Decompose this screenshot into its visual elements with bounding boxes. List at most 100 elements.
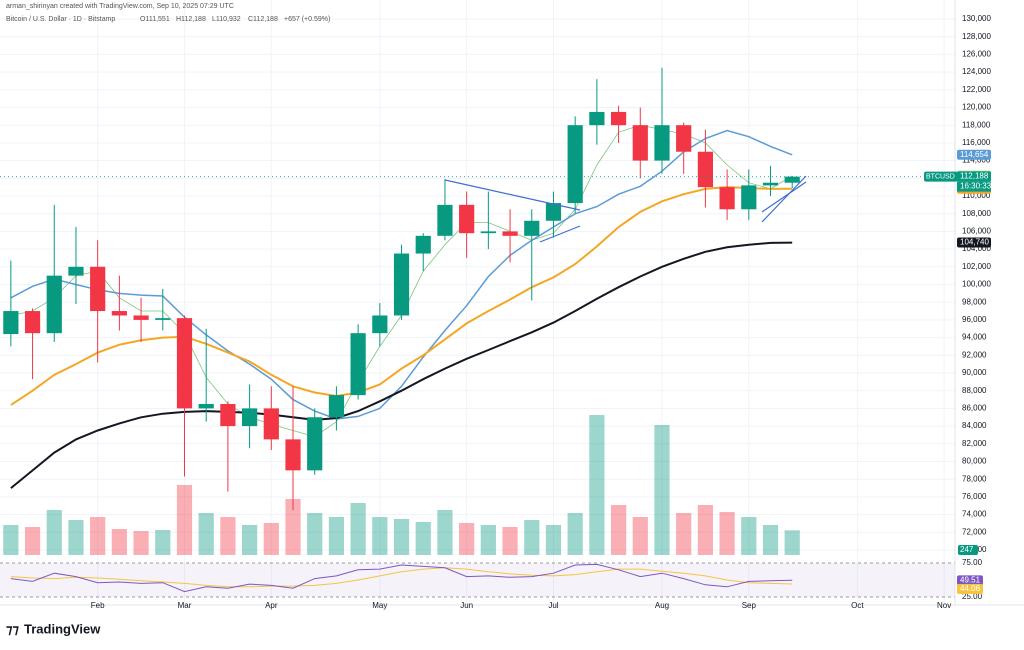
- y-tick-label: 78,000: [962, 474, 987, 483]
- brand-icon: ⁊⁊: [6, 621, 19, 636]
- y-tick-label: 114,000: [962, 156, 991, 165]
- ohlc-value: O111,551: [140, 16, 170, 23]
- y-tick-label: 82,000: [962, 439, 987, 448]
- ohlc-value: +657 (+0.59%): [284, 16, 330, 23]
- candle-body: [589, 111, 605, 126]
- brand: TradingView: [24, 621, 101, 636]
- y-tick-label: 100,000: [962, 280, 991, 289]
- trendline: [761, 181, 807, 213]
- price-tag-label: 112,188: [960, 172, 989, 181]
- y-tick-label: 88,000: [962, 386, 987, 395]
- y-tick-label: 116,000: [962, 138, 991, 147]
- y-tick-label: 106,000: [962, 227, 991, 236]
- volume-bar: [784, 530, 800, 555]
- candle-body: [393, 253, 410, 316]
- volume-bar: [242, 525, 258, 555]
- y-tick-label: 76,000: [962, 492, 987, 501]
- y-tick-label: 94,000: [962, 333, 987, 342]
- volume-bar: [263, 523, 279, 555]
- candle-body: [632, 125, 648, 161]
- candle-body: [350, 333, 366, 396]
- candle-body: [155, 318, 171, 320]
- y-tick-label: 102,000: [962, 262, 991, 271]
- x-tick-label: Sep: [742, 601, 757, 610]
- candle-body: [610, 111, 627, 126]
- candle-body: [437, 204, 453, 236]
- volume-bar: [502, 527, 518, 555]
- x-tick-label: May: [372, 601, 387, 610]
- ohlc-header: O111,551 H112,188 L110,932 C112,188 +657 (+0…: [140, 16, 330, 23]
- candle-body: [654, 125, 670, 161]
- candle-body: [307, 417, 323, 471]
- x-tick-label: Nov: [937, 601, 951, 610]
- ohlc-value: H112,188: [176, 16, 206, 23]
- volume-bar: [459, 523, 475, 555]
- rsi-tag: [957, 575, 983, 586]
- rsi-band: [0, 563, 955, 597]
- volume-label: 247: [960, 545, 974, 554]
- volume-bar: [741, 517, 757, 555]
- volume-bar: [155, 530, 171, 555]
- trendline: [539, 225, 581, 243]
- candle-body: [480, 231, 496, 234]
- y-tick-label: 104,000: [962, 244, 991, 253]
- moving-average: [10, 241, 793, 489]
- y-tick-label: 108,000: [962, 209, 991, 218]
- y-tick-label: 120,000: [962, 103, 991, 112]
- trendline: [444, 179, 581, 211]
- y-tick-label: 126,000: [962, 50, 991, 59]
- candle-body: [3, 311, 19, 335]
- volume-bar: [46, 510, 62, 555]
- countdown-tag: [957, 181, 991, 192]
- volume-bar: [719, 512, 735, 555]
- candle-body: [719, 187, 735, 210]
- volume-bar: [198, 513, 214, 555]
- candle-body: [545, 203, 562, 221]
- y-tick-label: 90,000: [962, 368, 987, 377]
- volume-bar: [545, 525, 562, 555]
- rsi-line: [10, 563, 793, 593]
- ohlc-value: C112,188: [248, 16, 278, 23]
- y-tick-label: 80,000: [962, 457, 987, 466]
- x-tick-label: Oct: [851, 601, 864, 610]
- candle-body: [784, 176, 800, 183]
- symbol-tag: [924, 171, 958, 182]
- x-tick-label: Apr: [265, 601, 278, 610]
- price-tag: [957, 171, 991, 182]
- candle-body: [524, 220, 540, 236]
- candle-body: [741, 185, 757, 210]
- candle-body: [68, 266, 84, 276]
- candle-body: [372, 315, 388, 334]
- volume-bar: [68, 520, 84, 555]
- x-tick-label: Jul: [548, 601, 558, 610]
- volume-bar: [3, 525, 19, 555]
- rsi-tag-label: 49.51: [960, 575, 981, 584]
- candle-body: [762, 182, 779, 186]
- volume-bar: [220, 517, 236, 555]
- trendlines: [444, 175, 807, 243]
- ohlc-value: L110,932: [212, 16, 241, 23]
- candle-body: [90, 266, 106, 312]
- volume-bar: [697, 505, 713, 555]
- candle-body: [263, 408, 279, 440]
- x-tick-label: Jun: [460, 601, 473, 610]
- y-tick-label: 84,000: [962, 421, 987, 430]
- y-tick-label: 96,000: [962, 315, 987, 324]
- price-tag-label: 104,740: [960, 238, 989, 247]
- volume-bar: [437, 510, 453, 555]
- candle-body: [567, 125, 583, 204]
- countdown: 16:30:33: [960, 182, 992, 191]
- y-tick-label: 110,000: [962, 191, 991, 200]
- volume-bar: [676, 513, 692, 555]
- y-tick-label: 130,000: [962, 14, 991, 23]
- rsi-tick-label: 75.00: [962, 558, 983, 567]
- volume-tag: [958, 545, 978, 555]
- volume-bar: [480, 525, 496, 555]
- y-tick-label: 98,000: [962, 297, 987, 306]
- candle-body: [111, 311, 127, 316]
- volume-bar: [176, 485, 193, 555]
- rsi-tick-label: 25.00: [962, 592, 983, 601]
- volume-bar: [654, 425, 670, 555]
- x-tick-label: Aug: [655, 601, 669, 610]
